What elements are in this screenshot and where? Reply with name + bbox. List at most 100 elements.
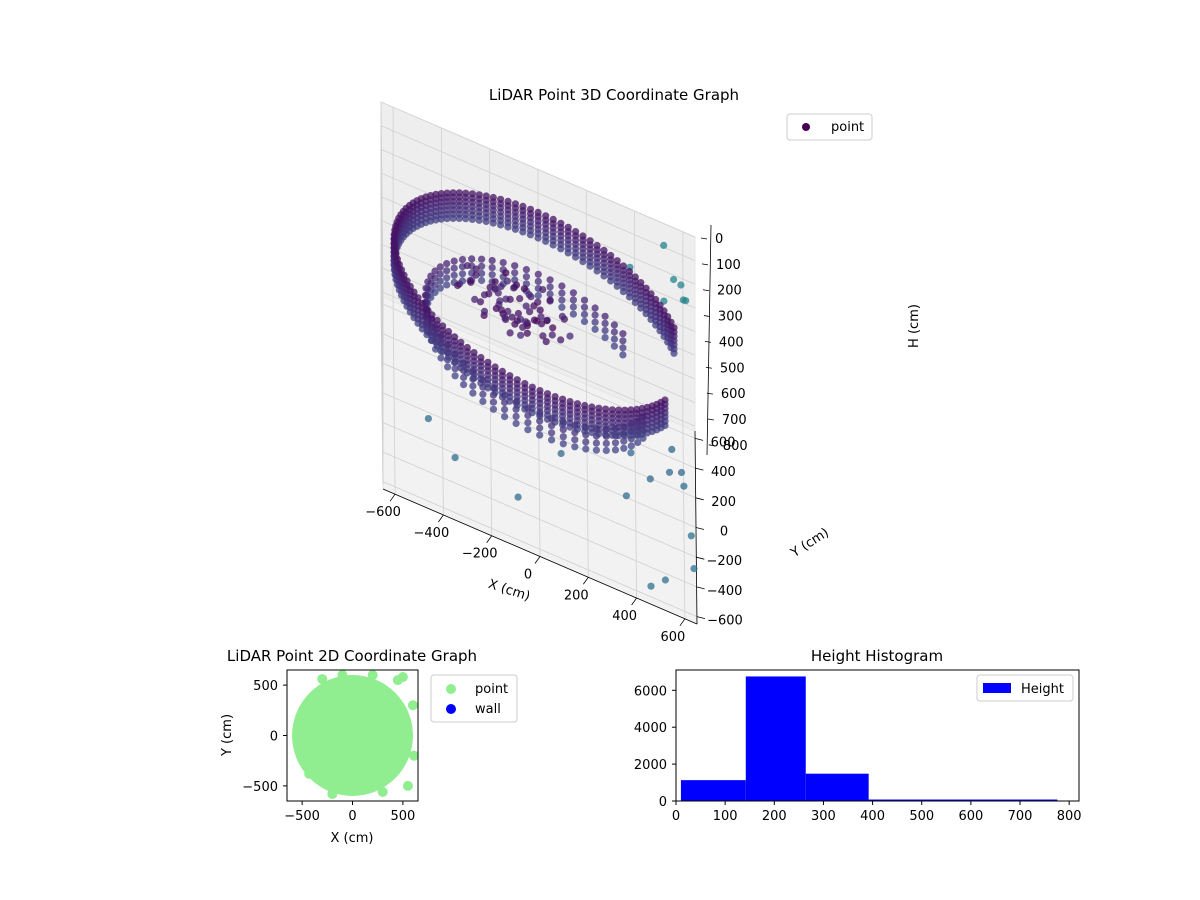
chart-3d-point [591, 318, 599, 326]
chart-3d-point [451, 454, 459, 462]
chart-3d: LiDAR Point 3D Coordinate Graph −600 −400… [365, 86, 922, 645]
chart-3d-ytick-label: 0 [720, 525, 728, 540]
chart-3d-point [542, 338, 550, 346]
chart-3d-point [463, 262, 471, 270]
chart-3d-point [427, 272, 435, 280]
chart-3d-point [478, 276, 486, 285]
chart-2d-xtick-label: 500 [390, 809, 415, 824]
chart-3d-point [451, 372, 459, 380]
chart-3d-xtick-label: 600 [661, 630, 686, 645]
chart-3d-point [580, 303, 589, 311]
chart-3d-point [443, 215, 451, 223]
chart-3d-point [600, 272, 608, 280]
chart-3d-point [543, 317, 551, 325]
chart-3d-point [458, 270, 467, 278]
chart-3d-xtick-mark [438, 514, 444, 523]
histogram-xtick-label: 200 [762, 809, 787, 824]
chart-3d-point [437, 354, 445, 362]
chart-3d-point [513, 401, 521, 409]
chart-3d-point [592, 446, 601, 454]
chart-3d-point [443, 260, 451, 268]
chart-3d-point [454, 281, 462, 290]
chart-3d-point [504, 223, 512, 231]
chart-3d-point [601, 319, 609, 327]
chart-3d-point [469, 389, 477, 397]
chart-3d-point [433, 342, 441, 350]
chart-3d-point [514, 309, 523, 318]
chart-3d-zlabel: H (cm) [907, 304, 922, 348]
chart-3d-point [497, 283, 505, 291]
chart-3d-point [525, 291, 533, 299]
chart-3d-point [588, 428, 596, 437]
chart-3d-xtick-label: −600 [365, 505, 401, 520]
chart-3d-point [569, 289, 578, 297]
chart-3d-point [511, 269, 519, 277]
chart-3d-ztick-mark [708, 444, 715, 447]
chart-2d-ylabel: Y (cm) [220, 714, 235, 757]
chart-3d-point [546, 296, 554, 304]
chart-3d-title: LiDAR Point 3D Coordinate Graph [489, 86, 739, 104]
histogram-bars [680, 676, 1058, 801]
chart-3d-point [559, 433, 567, 441]
chart-3d-point [516, 295, 524, 303]
chart-3d-point [511, 262, 519, 270]
chart-3d-point [506, 295, 514, 303]
chart-3d-xtick-mark [582, 577, 589, 585]
chart-3d-point [557, 449, 565, 458]
chart-3d-point [530, 302, 538, 310]
chart-3d-point [479, 397, 487, 405]
histogram-xtick-label: 300 [811, 809, 836, 824]
chart-3d-point [458, 256, 467, 264]
chart-3d-point [471, 295, 479, 303]
chart-3d-point [477, 379, 485, 387]
chart-3d-point [610, 342, 619, 350]
chart-3d-point [627, 449, 635, 457]
chart-3d-point [536, 424, 544, 432]
chart-3d-point [631, 298, 639, 307]
histogram-ytick-label: 0 [659, 795, 667, 810]
chart-3d-point [468, 255, 476, 263]
chart-3d-ytick-mark [694, 438, 704, 441]
chart-3d-point [627, 442, 635, 450]
chart-3d-point [528, 409, 536, 417]
chart-3d-point [491, 278, 499, 286]
chart-3d-point [520, 285, 529, 293]
chart-3d-point [472, 271, 480, 279]
chart-3d-ytick-mark [696, 556, 705, 560]
chart-3d-point [475, 216, 483, 224]
chart-3d-point [522, 273, 531, 281]
chart-3d-ytick-label: 200 [711, 495, 736, 510]
chart-3d-point [558, 282, 566, 290]
chart-2d-xtick-label: −500 [284, 809, 320, 824]
chart-3d-point [501, 405, 509, 414]
chart-3d-xtick-label: −400 [414, 526, 450, 541]
chart-3d-point [488, 256, 496, 265]
chart-3d-ytick-mark [696, 586, 705, 590]
chart-3d-legend-marker [802, 123, 810, 131]
chart-3d-point [608, 431, 616, 439]
chart-3d-point [613, 282, 621, 290]
chart-3d-ytick-label: −200 [706, 554, 742, 569]
chart-3d-point [463, 369, 471, 377]
chart-3d-point [524, 419, 532, 427]
chart-3d-ytick-mark [696, 616, 706, 619]
chart-3d-point [451, 365, 459, 373]
histogram-bar [745, 676, 806, 801]
chart-3d-point [503, 277, 511, 285]
chart-3d-point [558, 312, 567, 320]
chart-3d-point [627, 431, 635, 440]
chart-2d: LiDAR Point 2D Coordinate Graph −500 0 500… [220, 647, 518, 846]
chart-3d-xtick-mark [631, 597, 637, 606]
chart-3d-point [436, 270, 444, 278]
chart-histogram: Height Histogram 0 100 200 300 400 500 600 700 8… [634, 647, 1082, 824]
chart-3d-point [601, 334, 609, 342]
chart-2d-point [300, 731, 311, 742]
chart-3d-point [569, 310, 578, 318]
chart-2d-legend-marker-wall [446, 704, 456, 714]
chart-3d-point [548, 429, 556, 437]
chart-3d-xtick-label: 400 [612, 609, 637, 624]
chart-3d-point [478, 262, 486, 270]
chart-3d-point [558, 289, 566, 297]
chart-3d-point [572, 253, 580, 261]
